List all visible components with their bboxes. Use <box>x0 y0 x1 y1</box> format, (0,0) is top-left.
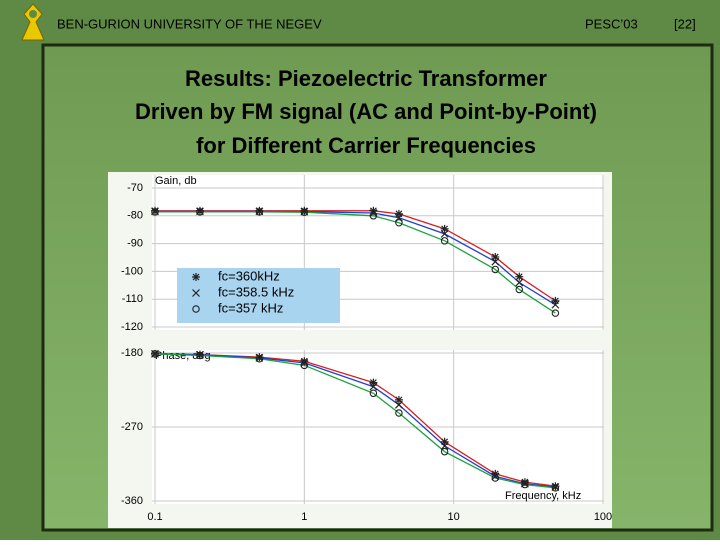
title-line: Results: Piezoelectric Transformer <box>185 66 547 91</box>
x-axis-label: Frequency, kHz <box>505 490 581 502</box>
y-tick-label: -80 <box>127 210 143 222</box>
chart: -180 -270 -360 0.1 1 10 100 Phase, deg Frequency… <box>121 347 612 523</box>
title-line: Driven by FM signal (AC and Point-by-Poi… <box>135 99 597 124</box>
y-tick-label: -270 <box>121 421 143 433</box>
marker-star <box>515 272 524 281</box>
conference: PESC’03 <box>585 16 638 31</box>
marker-star <box>394 209 403 218</box>
marker-circle <box>151 208 159 216</box>
marker-circle <box>300 361 309 370</box>
marker-star <box>491 469 500 478</box>
y-tick-label: -100 <box>121 265 143 277</box>
marker-x <box>395 400 403 409</box>
y-tick-label: -90 <box>127 238 143 250</box>
series-line <box>154 353 556 488</box>
legend-label: fc=360kHz <box>218 268 280 283</box>
marker-circle <box>255 355 264 363</box>
y-tick-label: -180 <box>121 347 143 359</box>
y-axis-label: Gain, db <box>155 175 197 187</box>
marker-circle <box>491 474 500 482</box>
marker-circle <box>369 389 378 398</box>
marker-x <box>300 358 309 367</box>
marker-circle <box>255 208 264 216</box>
y-tick-label: -110 <box>122 293 143 305</box>
x-tick-label: 100 <box>594 511 612 523</box>
legend-label: fc=358.5 kHz <box>218 284 294 299</box>
series-line <box>154 353 556 489</box>
legend-box <box>177 268 340 323</box>
marker-star <box>369 378 378 387</box>
marker-circle <box>491 265 500 274</box>
marker-star <box>440 437 449 446</box>
university-name: BEN-GURION UNIVERSITY OF THE NEGEV <box>57 16 322 31</box>
marker-circle <box>300 208 309 216</box>
legend-symbol <box>192 273 200 281</box>
marker-star <box>551 296 560 305</box>
marker-x <box>520 479 529 488</box>
slide-number: [22] <box>674 16 696 31</box>
marker-circle <box>521 480 529 489</box>
marker-x <box>369 382 378 391</box>
marker-x <box>491 472 500 481</box>
y-tick-label: -360 <box>121 495 143 507</box>
marker-star <box>394 395 403 404</box>
marker-star <box>440 224 449 233</box>
series-line <box>155 211 556 314</box>
marker-x <box>551 483 560 491</box>
marker-circle <box>440 447 449 456</box>
legend-label: fc=357 kHz <box>218 300 283 315</box>
y-tick-label: -120 <box>121 321 143 333</box>
marker-circle <box>395 409 403 417</box>
marker-circle <box>151 350 159 358</box>
x-tick-label: 0.1 <box>147 511 162 523</box>
marker-x <box>551 300 560 309</box>
legend-symbol <box>192 305 200 313</box>
marker-star <box>369 206 378 215</box>
marker-x <box>515 278 524 287</box>
marker-circle <box>369 212 378 220</box>
marker-x <box>491 257 500 266</box>
legend-symbol <box>192 289 200 297</box>
marker-x <box>440 229 449 238</box>
y-axis-label: Phase, deg <box>155 350 211 362</box>
marker-star <box>300 357 309 366</box>
marker-circle <box>196 351 204 360</box>
marker-x <box>440 441 449 450</box>
marker-star <box>520 478 529 487</box>
title-line: for Different Carrier Frequencies <box>196 133 536 158</box>
marker-circle <box>551 484 560 492</box>
marker-circle <box>196 208 204 216</box>
x-tick-label: 10 <box>448 511 460 523</box>
x-tick-label: 1 <box>301 511 307 523</box>
marker-circle <box>551 309 560 317</box>
marker-x <box>196 350 204 359</box>
marker-star <box>491 252 500 261</box>
marker-x <box>255 354 264 362</box>
logo <box>21 3 45 41</box>
y-tick-label: -70 <box>127 182 143 194</box>
marker-circle <box>440 237 449 245</box>
marker-circle <box>395 219 403 227</box>
marker-circle <box>515 285 524 294</box>
